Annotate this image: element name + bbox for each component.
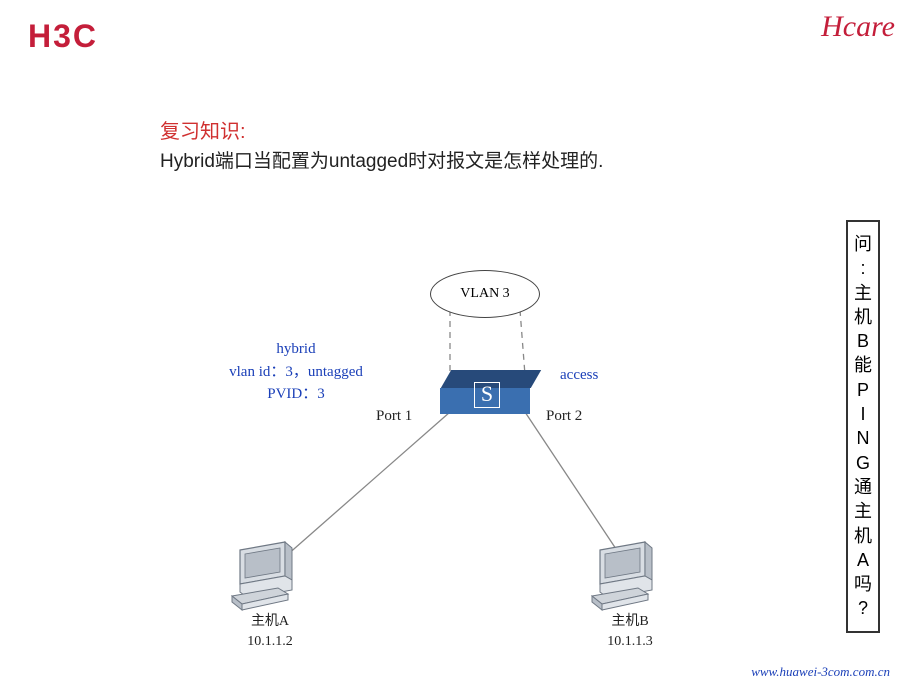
vlan-label: VLAN 3 [460, 286, 509, 302]
q-char: 机 [854, 305, 872, 329]
network-diagram: VLAN 3 S Port 1 Port 2 hybrid vlan id：3，… [130, 250, 770, 670]
q-char: I [860, 402, 865, 426]
logo-left: H3C [28, 18, 98, 55]
heading-subtitle: Hybrid端口当配置为untagged时对报文是怎样处理的. [160, 146, 603, 173]
q-char: A [857, 548, 869, 572]
heading-title: 复习知识: [160, 115, 603, 144]
q-char: 能 [854, 353, 872, 377]
q-char: B [857, 329, 869, 353]
q-char: P [857, 378, 869, 402]
q-char: ? [858, 596, 868, 620]
vlan-switch-line-right [520, 310, 525, 375]
sidebar-question-box: 问 : 主 机 B 能 P I N G 通 主 机 A 吗 ? [846, 220, 880, 633]
switch-icon: S [440, 370, 530, 414]
q-char: 主 [854, 499, 872, 523]
q-char: G [856, 451, 870, 475]
q-char: 主 [854, 281, 872, 305]
hostB-pc-icon [590, 540, 670, 615]
heading-block: 复习知识: Hybrid端口当配置为untagged时对报文是怎样处理的. [160, 115, 603, 173]
q-char: 机 [854, 524, 872, 548]
switch-letter: S [474, 382, 500, 408]
q-char: 通 [854, 475, 872, 499]
footer-url: www.huawei-3com.com.cn [751, 664, 890, 680]
q-char: N [857, 426, 870, 450]
logo-right: Hcare [821, 10, 895, 44]
q-char: 吗 [854, 572, 872, 596]
hostA-pc-icon [230, 540, 310, 615]
connection-lines [130, 250, 770, 670]
q-char: : [860, 256, 865, 280]
q-char: 问 [854, 232, 872, 256]
vlan-cloud: VLAN 3 [430, 270, 540, 318]
